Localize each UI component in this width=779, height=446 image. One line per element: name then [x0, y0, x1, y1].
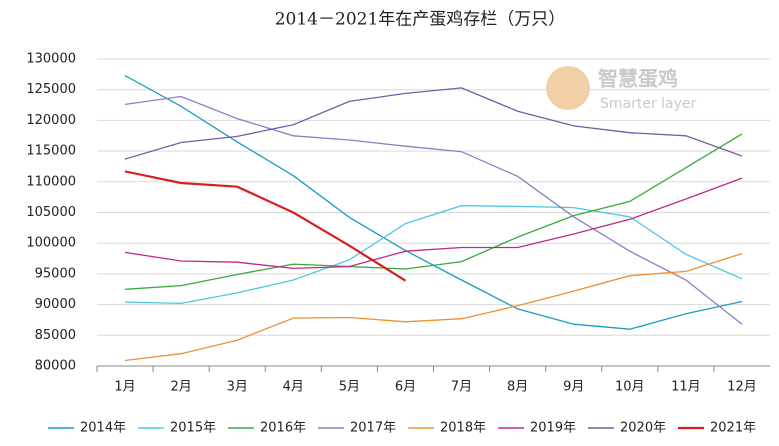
y-tick-label: 125000 [26, 82, 76, 97]
chart-title: 2014－2021年在产蛋鸡存栏（万只） [275, 10, 566, 30]
x-tick-label: 5月 [339, 380, 360, 395]
legend-label: 2019年 [530, 421, 576, 436]
y-tick-label: 110000 [26, 174, 76, 189]
y-tick-label: 90000 [35, 297, 76, 312]
y-tick-label: 105000 [26, 205, 76, 220]
series-line [124, 95, 743, 325]
watermark-subtitle: Smarter layer [600, 96, 697, 112]
y-tick-label: 120000 [26, 113, 76, 128]
x-tick-label: 6月 [395, 380, 416, 395]
x-tick-label: 1月 [114, 380, 135, 395]
legend-label: 2016年 [260, 421, 306, 436]
x-tick-label: 8月 [507, 380, 528, 395]
x-tick-label: 7月 [451, 380, 472, 395]
y-tick-label: 130000 [26, 52, 76, 67]
legend-label: 2015年 [170, 421, 216, 436]
series-line [124, 75, 743, 330]
y-tick-label: 85000 [35, 328, 76, 343]
watermark-icon [546, 66, 590, 110]
series-line [124, 87, 743, 160]
x-tick-label: 4月 [283, 380, 304, 395]
series-line [124, 170, 407, 282]
series-line [124, 177, 743, 270]
y-tick-label: 100000 [26, 236, 76, 251]
x-tick-label: 12月 [727, 380, 757, 395]
x-tick-label: 3月 [227, 380, 248, 395]
y-tick-label: 80000 [35, 359, 76, 374]
legend-label: 2021年 [710, 421, 756, 436]
series-line [124, 205, 743, 305]
series-line [124, 252, 743, 362]
legend-label: 2014年 [80, 421, 126, 436]
y-tick-label: 95000 [35, 266, 76, 281]
x-tick-label: 10月 [615, 380, 645, 395]
legend-label: 2018年 [440, 421, 486, 436]
series-line [124, 133, 743, 290]
legend-label: 2020年 [620, 421, 666, 436]
x-tick-label: 2月 [170, 380, 191, 395]
x-tick-label: 11月 [671, 380, 701, 395]
watermark: 智慧蛋鸡 Smarter layer [546, 66, 697, 112]
watermark-title: 智慧蛋鸡 [598, 67, 678, 91]
y-tick-label: 115000 [26, 144, 76, 159]
x-tick-label: 9月 [563, 380, 584, 395]
legend-label: 2017年 [350, 421, 396, 436]
